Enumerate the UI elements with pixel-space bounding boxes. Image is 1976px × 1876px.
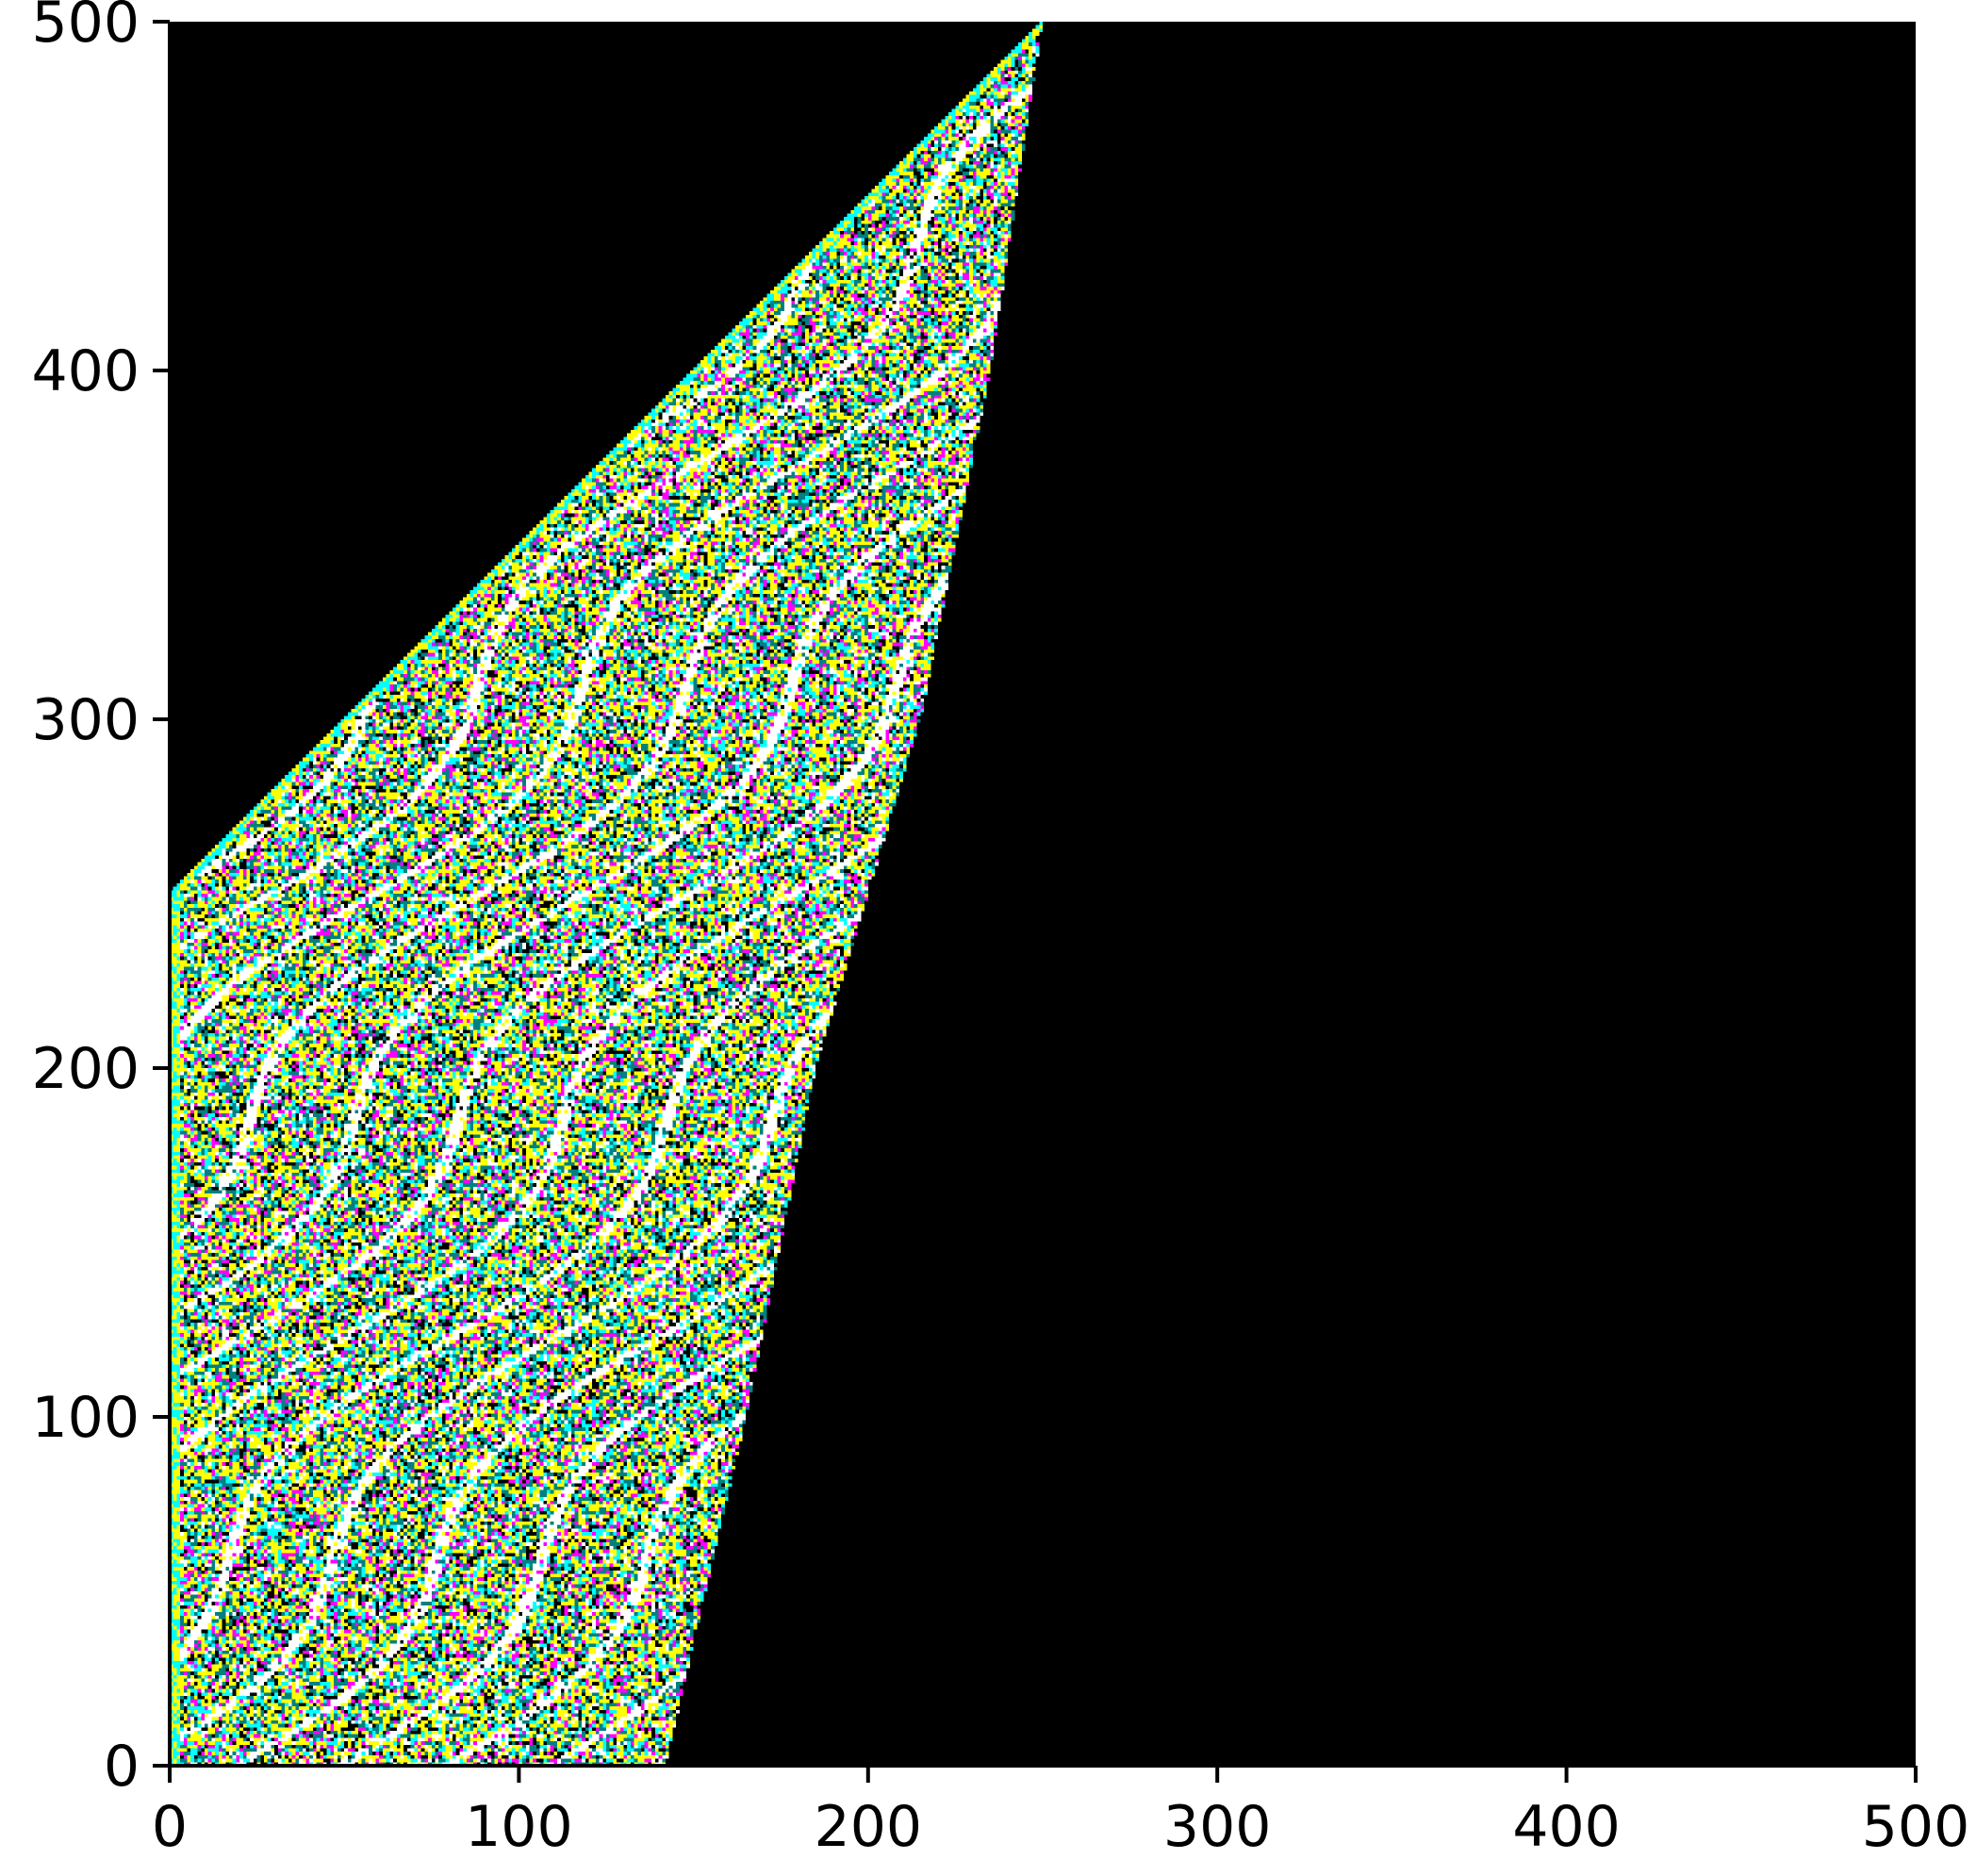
cell-image <box>170 22 1916 1766</box>
y-tick-label: 500 <box>31 0 140 56</box>
x-tick-label: 0 <box>152 1794 188 1860</box>
x-axis: 0 100 200 300 400 500 <box>152 1764 1970 1860</box>
y-tick-label: 0 <box>104 1734 140 1800</box>
x-tick-label: 300 <box>1163 1794 1272 1860</box>
y-tick-label: 300 <box>31 687 140 753</box>
x-tick-label: 500 <box>1862 1794 1970 1860</box>
y-tick-label: 100 <box>31 1385 140 1451</box>
y-axis: 0 100 200 300 400 500 <box>31 0 172 1800</box>
y-tick-label: 400 <box>31 338 140 404</box>
plot-area <box>170 22 1916 1766</box>
x-tick-label: 100 <box>465 1794 573 1860</box>
y-tick-label: 200 <box>31 1036 140 1102</box>
x-tick-label: 200 <box>815 1794 923 1860</box>
x-tick-label: 400 <box>1512 1794 1621 1860</box>
